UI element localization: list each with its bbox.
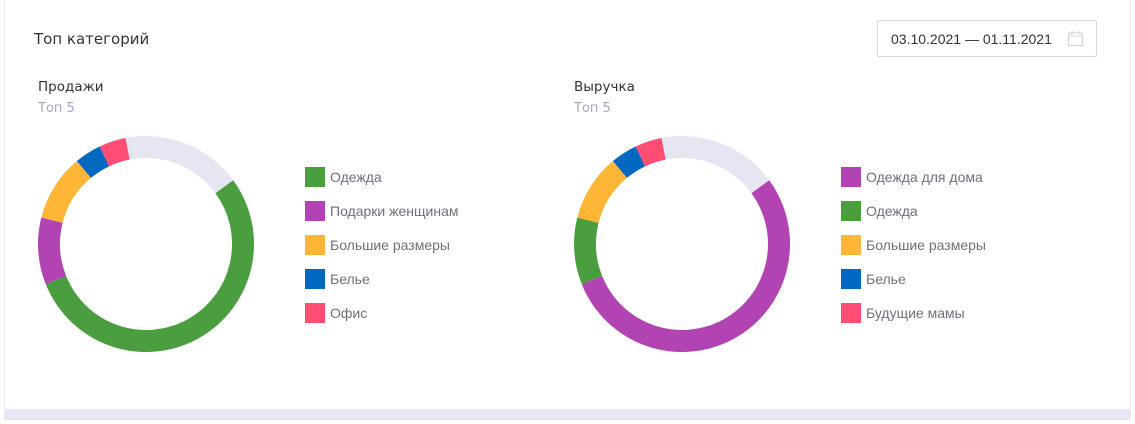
sales-donut-chart (38, 136, 255, 352)
donut-segment-item-4[interactable] (635, 137, 666, 167)
legend-swatch (841, 201, 861, 221)
legend-swatch (305, 235, 325, 255)
card-title: Топ категорий (34, 30, 150, 48)
sales-legend: Одежда Подарки женщинам Большие размеры Бел… (305, 167, 458, 337)
legend-label: Одежда (866, 203, 918, 219)
donut-segment-item-1[interactable] (574, 217, 603, 285)
legend-swatch (841, 269, 861, 289)
legend-item[interactable]: Белье (305, 269, 458, 289)
legend-item[interactable]: Одежда (305, 167, 458, 187)
legend-swatch (841, 235, 861, 255)
legend-item[interactable]: Белье (841, 269, 986, 289)
date-range-picker[interactable]: 03.10.2021 — 01.11.2021 (877, 20, 1097, 57)
top-categories-card (4, 0, 1131, 420)
donut-segment-other[interactable] (125, 136, 234, 194)
legend-swatch (305, 269, 325, 289)
donut-segment-item-3[interactable] (612, 146, 646, 178)
revenue-title: Выручка (574, 79, 635, 95)
legend-item[interactable]: Будущие мамы (841, 303, 986, 323)
revenue-legend: Одежда для дома Одежда Большие размеры Бель… (841, 167, 986, 337)
legend-swatch (305, 303, 325, 323)
legend-item[interactable]: Подарки женщинам (305, 201, 458, 221)
donut-segment-other[interactable] (661, 136, 770, 194)
legend-item[interactable]: Одежда для дома (841, 167, 986, 187)
revenue-subtitle: Топ 5 (574, 101, 611, 116)
donut-segment-item-4[interactable] (99, 137, 130, 167)
legend-label: Белье (330, 271, 370, 287)
date-range-value: 03.10.2021 — 01.11.2021 (891, 30, 1052, 47)
card-bottom-strip (4, 409, 1131, 420)
legend-item[interactable]: Большие размеры (841, 235, 986, 255)
legend-swatch (305, 201, 325, 221)
legend-item[interactable]: Одежда (841, 201, 986, 221)
legend-label: Белье (866, 271, 906, 287)
donut-segment-item-1[interactable] (38, 217, 67, 285)
legend-label: Одежда для дома (866, 169, 983, 185)
legend-label: Большие размеры (866, 237, 986, 253)
legend-label: Одежда (330, 169, 382, 185)
donut-segment-item-2[interactable] (577, 161, 627, 223)
legend-label: Офис (330, 305, 368, 321)
legend-swatch (841, 303, 861, 323)
legend-item[interactable]: Офис (305, 303, 458, 323)
legend-label: Будущие мамы (866, 305, 965, 321)
legend-swatch (841, 167, 861, 187)
revenue-donut-chart (574, 136, 790, 352)
legend-swatch (305, 167, 325, 187)
calendar-icon[interactable] (1068, 31, 1083, 46)
donut-segment-item-0[interactable] (581, 180, 790, 352)
sales-subtitle: Топ 5 (38, 101, 75, 116)
legend-label: Подарки женщинам (330, 203, 459, 219)
legend-label: Большие размеры (330, 237, 450, 253)
donut-segment-item-0[interactable] (45, 180, 255, 352)
donut-segment-item-2[interactable] (41, 161, 91, 223)
legend-item[interactable]: Большие размеры (305, 235, 458, 255)
donut-segment-item-3[interactable] (76, 146, 110, 178)
sales-title: Продажи (38, 79, 104, 95)
